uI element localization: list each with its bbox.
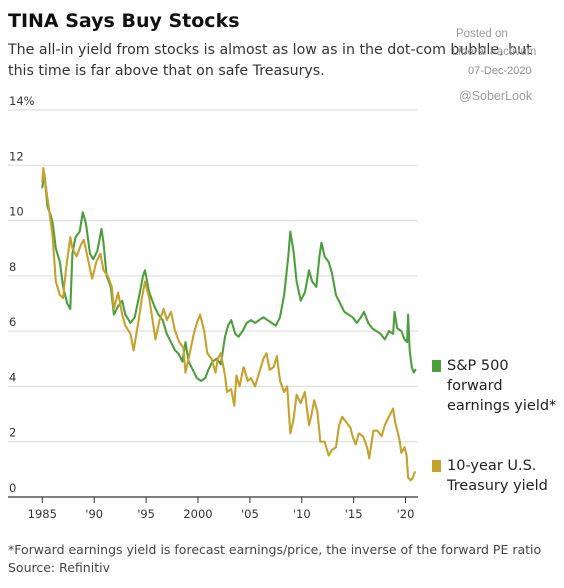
- y-tick-label: 12: [9, 149, 24, 163]
- x-tick-label: '95: [137, 507, 155, 521]
- legend-label-sp500-line2: forward: [447, 378, 503, 394]
- y-tick-label: 10: [9, 205, 24, 219]
- legend-label-sp500-line3: earnings yield*: [447, 398, 557, 414]
- legend-swatch-sp500: [432, 360, 441, 372]
- chart-subtitle: The all-in yield from stocks is almost a…: [8, 42, 532, 79]
- legend-label-treasury-line2: Treasury yield: [447, 478, 548, 494]
- legend-label-sp500-line1: S&P 500: [447, 358, 509, 374]
- chart-series: [41, 167, 417, 482]
- source-note: Source: Refinitiv: [8, 560, 110, 575]
- watermark-blog-name: Liberal Factivum: [452, 46, 537, 58]
- y-tick-label: 14%: [9, 94, 35, 108]
- watermark-date: 07-Dec-2020: [468, 65, 532, 77]
- chart-gridlines: [8, 109, 418, 443]
- series-line-sp500: [41, 172, 417, 382]
- y-tick-label: 6: [9, 315, 16, 329]
- x-tick-label: 2000: [183, 507, 212, 521]
- watermark-posted-on: Posted on: [456, 28, 508, 40]
- x-tick-label: '20: [397, 507, 415, 521]
- x-tick-label: '15: [345, 507, 363, 521]
- y-tick-label: 4: [9, 370, 16, 384]
- x-tick-label: '90: [85, 507, 103, 521]
- watermark-handle: @SoberLook: [459, 89, 533, 103]
- y-tick-label: 8: [9, 260, 16, 274]
- x-tick-label: '10: [293, 507, 311, 521]
- footnote: *Forward earnings yield is forecast earn…: [8, 542, 542, 557]
- chart-title: TINA Says Buy Stocks: [8, 10, 240, 32]
- legend-swatch-treasury: [432, 460, 441, 472]
- x-tick-label: 1985: [28, 507, 57, 521]
- x-tick-label: '05: [241, 507, 259, 521]
- y-tick-label: 2: [9, 426, 16, 440]
- y-tick-label: 0: [9, 481, 16, 495]
- x-axis: 1985 '90 '95 2000 '05 '10 '15 '20: [8, 496, 418, 521]
- legend-label-treasury-line1: 10-year U.S.: [447, 458, 537, 474]
- y-axis-ticks: 0 2 4 6 8 10 12 14%: [9, 94, 35, 495]
- series-line-treasury: [41, 167, 416, 482]
